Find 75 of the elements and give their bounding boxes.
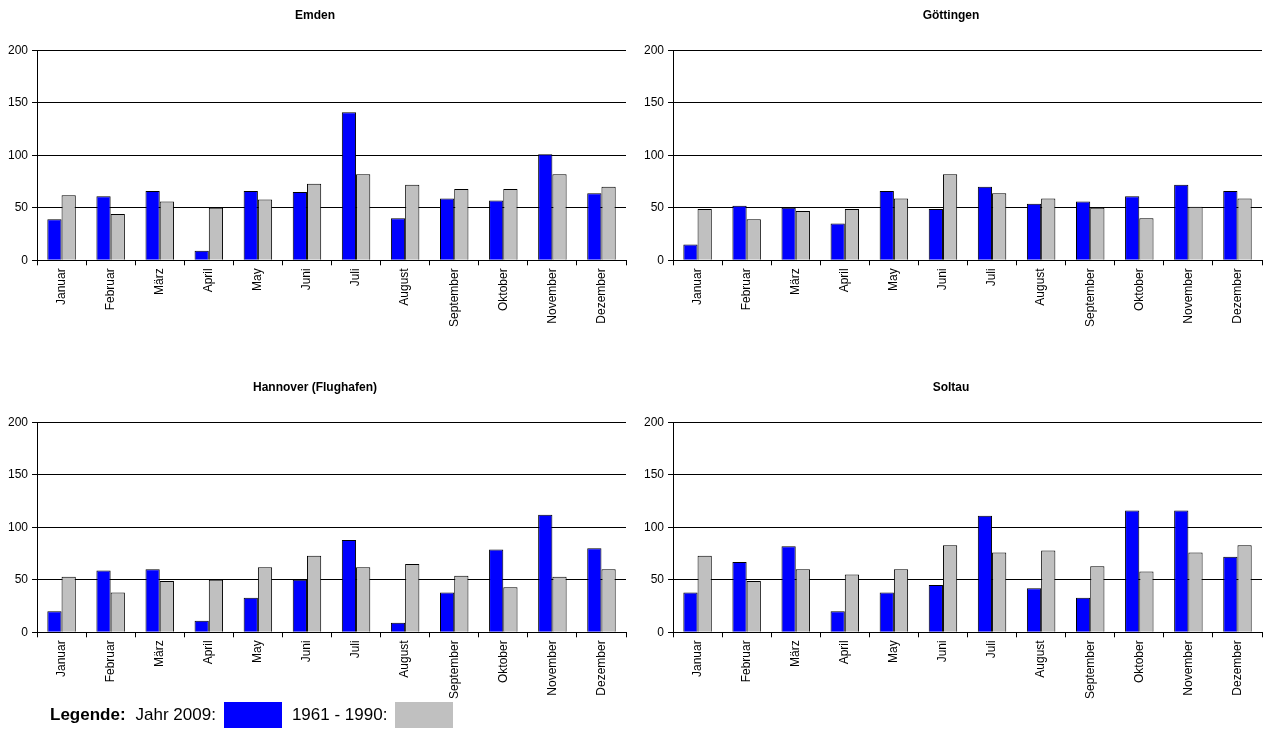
chart-title: Göttingen [922, 7, 980, 22]
y-tick-label: 50 [650, 200, 665, 215]
y-tick-label: 100 [643, 519, 665, 534]
x-tick-label: November [1180, 268, 1195, 324]
x-tick-label: Oktober [495, 640, 510, 683]
legend-label: 1961 - 1990: [291, 705, 388, 725]
x-tick-label: Juli [348, 268, 363, 287]
x-tick-label: Februar [102, 640, 117, 683]
x-tick-label: May [250, 640, 265, 663]
x-tick-label: März [152, 268, 167, 295]
chart-title: Emden [294, 7, 336, 22]
x-tick-label: Dezember [593, 268, 608, 324]
x-tick-label: Januar [53, 640, 68, 677]
x-tick-label: August [397, 639, 412, 678]
y-tick-label: 150 [7, 467, 29, 482]
x-tick-label: Januar [689, 640, 704, 677]
x-tick-label: Februar [738, 268, 753, 311]
x-tick-label: Juli [984, 640, 999, 659]
x-tick-label: August [1033, 639, 1048, 678]
y-tick-label: 50 [14, 200, 29, 215]
x-tick-label: März [788, 268, 803, 295]
y-tick-label: 200 [643, 414, 665, 429]
y-tick-label: 0 [657, 624, 665, 639]
x-tick-label: September [1082, 268, 1097, 327]
x-tick-label: April [201, 268, 216, 293]
x-tick-label: September [446, 640, 461, 699]
y-tick-label: 0 [21, 624, 29, 639]
y-tick-label: 0 [657, 252, 665, 267]
x-tick-label: Juni [299, 268, 314, 291]
chart-title: Soltau [932, 379, 970, 394]
x-tick-label: November [544, 268, 559, 324]
y-tick-label: 200 [643, 42, 665, 57]
x-tick-label: Januar [53, 268, 68, 305]
x-tick-label: Oktober [495, 268, 510, 311]
y-tick-label: 200 [7, 414, 29, 429]
x-tick-label: April [837, 268, 852, 293]
y-tick-label: 50 [14, 572, 29, 587]
x-tick-label: April [201, 640, 216, 665]
x-tick-label: Dezember [1229, 268, 1244, 324]
y-tick-label: 150 [643, 95, 665, 110]
y-tick-label: 50 [650, 572, 665, 587]
x-tick-label: August [1033, 267, 1048, 306]
x-tick-label: September [1082, 640, 1097, 699]
x-tick-label: September [446, 268, 461, 327]
x-tick-label: Juli [984, 268, 999, 287]
y-tick-label: 200 [7, 42, 29, 57]
y-tick-label: 100 [7, 519, 29, 534]
x-tick-label: Dezember [593, 640, 608, 696]
x-tick-label: Juni [935, 268, 950, 291]
x-tick-label: Oktober [1131, 268, 1146, 311]
y-tick-label: 150 [7, 95, 29, 110]
legend-label: Jahr 2009: [135, 705, 216, 725]
x-tick-label: Dezember [1229, 640, 1244, 696]
x-tick-label: Juni [935, 640, 950, 663]
legend-title: Legende: [50, 705, 126, 725]
x-tick-label: Juni [299, 640, 314, 663]
chart-title: Hannover (Flughafen) [252, 379, 378, 394]
x-tick-label: Februar [102, 268, 117, 311]
x-tick-label: April [837, 640, 852, 665]
x-tick-label: May [250, 268, 265, 291]
x-tick-label: Februar [738, 640, 753, 683]
y-tick-label: 0 [21, 252, 29, 267]
x-tick-label: May [886, 640, 901, 663]
y-tick-label: 150 [643, 467, 665, 482]
x-tick-label: August [397, 267, 412, 306]
x-tick-label: Juli [348, 640, 363, 659]
x-tick-label: May [886, 268, 901, 291]
x-tick-label: November [544, 640, 559, 696]
x-tick-label: Januar [689, 268, 704, 305]
y-tick-label: 100 [7, 147, 29, 162]
x-tick-label: März [788, 640, 803, 667]
x-tick-label: März [152, 640, 167, 667]
y-tick-label: 100 [643, 147, 665, 162]
x-tick-label: November [1180, 640, 1195, 696]
x-tick-label: Oktober [1131, 640, 1146, 683]
